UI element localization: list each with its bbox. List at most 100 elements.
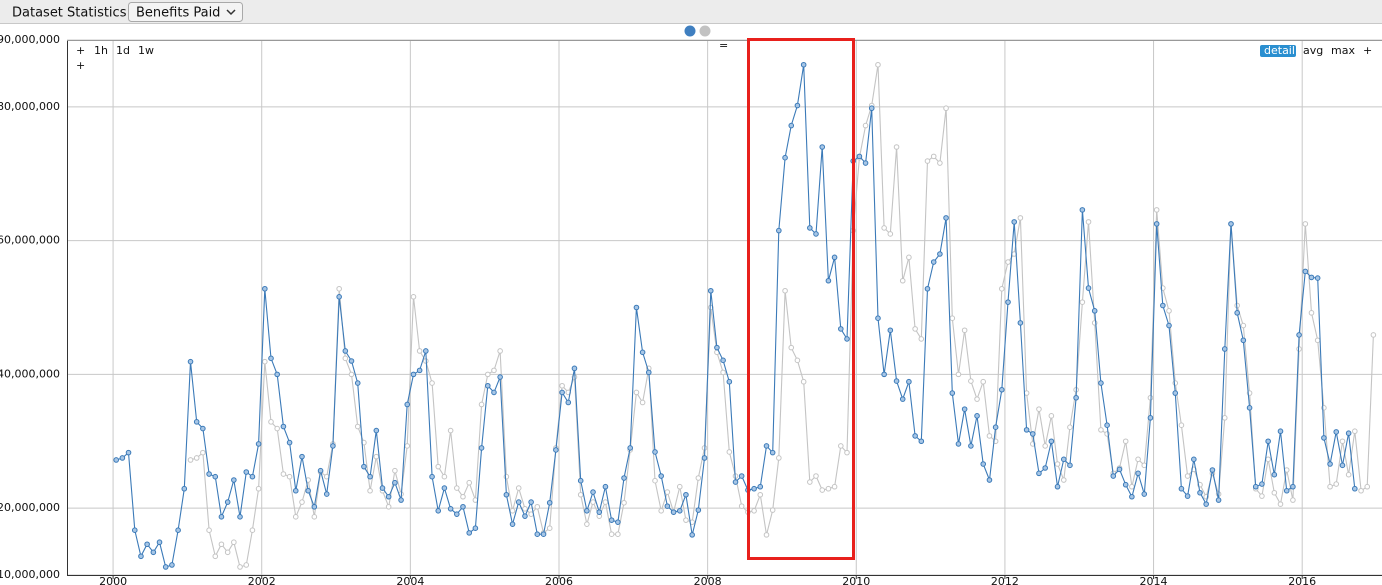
data-point bbox=[354, 423, 361, 430]
menu-control[interactable]: = bbox=[719, 39, 728, 52]
data-point bbox=[645, 369, 652, 376]
data-point bbox=[299, 499, 305, 505]
data-point bbox=[961, 327, 968, 334]
zoom-control[interactable]: + bbox=[76, 44, 85, 57]
data-point bbox=[1122, 481, 1129, 488]
data-point bbox=[292, 514, 299, 520]
data-point bbox=[751, 508, 757, 514]
data-point bbox=[943, 105, 949, 112]
y-tick-label: 80,000,000 bbox=[0, 100, 60, 113]
data-point bbox=[1079, 299, 1086, 305]
data-point bbox=[546, 525, 553, 531]
zoom-control[interactable]: 1d bbox=[116, 44, 130, 57]
data-point bbox=[268, 419, 274, 425]
data-point bbox=[1153, 207, 1160, 213]
data-point bbox=[1290, 497, 1296, 503]
data-point bbox=[825, 485, 832, 492]
data-point bbox=[1339, 438, 1346, 445]
x-tick-label: 2014 bbox=[1140, 575, 1168, 585]
data-point bbox=[119, 455, 126, 461]
data-point bbox=[342, 355, 349, 362]
data-point bbox=[379, 485, 386, 491]
data-point bbox=[466, 479, 473, 486]
data-point bbox=[497, 374, 503, 380]
data-point bbox=[367, 487, 373, 494]
data-point bbox=[1178, 422, 1185, 429]
data-point bbox=[1184, 473, 1191, 479]
data-point bbox=[1160, 302, 1166, 309]
data-point bbox=[1085, 285, 1092, 291]
data-point bbox=[280, 471, 287, 477]
data-point bbox=[813, 231, 819, 237]
data-point bbox=[218, 541, 225, 548]
zoom-control[interactable]: 1w bbox=[138, 44, 154, 57]
dropdown-arrow[interactable] bbox=[226, 9, 236, 16]
data-point bbox=[1228, 221, 1234, 227]
data-point bbox=[633, 304, 640, 311]
zoom-control[interactable]: + bbox=[76, 59, 85, 72]
data-point bbox=[980, 461, 987, 467]
view-control[interactable]: + bbox=[1363, 44, 1372, 57]
data-point bbox=[1345, 471, 1352, 478]
y-tick-label: 40,000,000 bbox=[0, 367, 60, 380]
data-point bbox=[472, 525, 479, 531]
x-tick-label: 2008 bbox=[694, 575, 722, 585]
data-point bbox=[658, 508, 664, 514]
data-point bbox=[955, 371, 962, 378]
data-point bbox=[961, 406, 968, 412]
data-point bbox=[491, 367, 497, 374]
data-point bbox=[1135, 456, 1141, 463]
data-point bbox=[683, 491, 689, 498]
detail-highlight bbox=[1260, 45, 1296, 57]
dropdown-value[interactable]: Benefits Paid bbox=[136, 6, 220, 21]
data-point bbox=[404, 443, 411, 449]
data-point bbox=[918, 336, 925, 342]
data-point bbox=[1079, 207, 1086, 213]
data-point bbox=[423, 348, 429, 354]
data-point bbox=[590, 499, 596, 505]
data-point bbox=[875, 61, 881, 68]
data-point bbox=[937, 160, 943, 166]
pager-dot[interactable] bbox=[699, 25, 711, 37]
data-point bbox=[1110, 473, 1117, 479]
data-point bbox=[1036, 406, 1042, 412]
data-point bbox=[317, 467, 324, 474]
data-point bbox=[893, 378, 900, 384]
data-point bbox=[280, 423, 287, 430]
data-point bbox=[1011, 219, 1018, 225]
data-point bbox=[249, 473, 256, 480]
tab-label[interactable]: Dataset Statistics bbox=[12, 6, 127, 21]
data-point bbox=[1302, 268, 1309, 275]
data-point bbox=[1277, 501, 1284, 507]
zoom-control[interactable]: 1h bbox=[94, 44, 108, 57]
data-point bbox=[1166, 322, 1172, 329]
data-point bbox=[1240, 322, 1247, 329]
data-point bbox=[1073, 394, 1079, 401]
data-point bbox=[633, 389, 640, 396]
data-point bbox=[1141, 462, 1148, 469]
pager-dot[interactable] bbox=[684, 25, 696, 37]
data-point bbox=[435, 463, 442, 470]
view-control[interactable]: max bbox=[1331, 44, 1355, 57]
data-point bbox=[1191, 456, 1197, 463]
data-point bbox=[844, 449, 850, 456]
data-point bbox=[336, 285, 342, 292]
view-control[interactable]: avg bbox=[1303, 44, 1323, 57]
data-point bbox=[311, 503, 318, 510]
data-point bbox=[454, 485, 460, 491]
data-point bbox=[522, 513, 528, 519]
view-control[interactable]: detail bbox=[1264, 44, 1295, 57]
data-point bbox=[200, 425, 206, 432]
data-point bbox=[515, 499, 522, 505]
data-point bbox=[782, 154, 788, 161]
data-point bbox=[887, 327, 894, 334]
data-point bbox=[447, 427, 454, 434]
data-point bbox=[980, 378, 987, 385]
data-point bbox=[856, 153, 863, 160]
data-point bbox=[1221, 415, 1228, 421]
data-point bbox=[862, 160, 869, 166]
data-point bbox=[1098, 427, 1104, 433]
data-point bbox=[615, 519, 621, 525]
dropdown[interactable] bbox=[128, 2, 243, 22]
data-point bbox=[1333, 481, 1340, 487]
